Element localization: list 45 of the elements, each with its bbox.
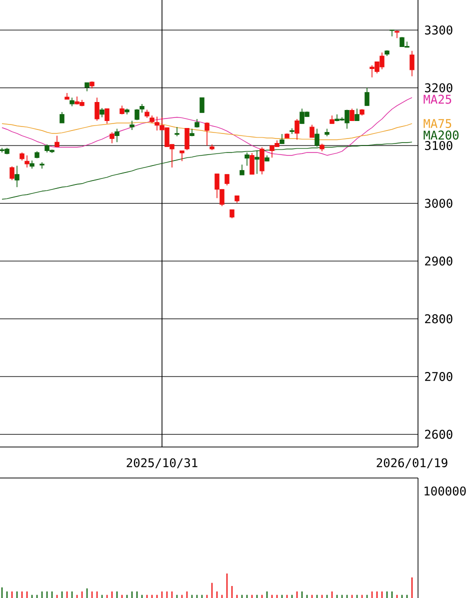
candlestick	[294, 118, 300, 140]
candlestick	[184, 128, 190, 151]
candlestick	[350, 108, 354, 122]
candlestick	[280, 134, 284, 144]
candlestick	[394, 30, 400, 39]
candlestick	[24, 154, 30, 168]
x-tick-label: 2025/10/31	[126, 458, 198, 468]
candlestick	[104, 108, 110, 124]
candlestick	[54, 135, 60, 148]
candlestick	[200, 97, 204, 114]
series-label: MA75	[424, 119, 452, 128]
series-label: MA25	[424, 94, 452, 104]
candlestick	[224, 174, 230, 186]
candlestick	[94, 97, 100, 122]
candlestick	[244, 152, 250, 166]
y-tick-label: 3000	[425, 198, 452, 208]
x-tick-label: 2026/01/19	[376, 458, 448, 468]
y-tick-label: 2700	[425, 372, 452, 382]
y-tick-label: 2600	[425, 430, 452, 439]
candlestick	[310, 124, 314, 138]
candlestick	[174, 126, 180, 137]
y-tick-label: 3100	[425, 140, 452, 150]
candlestick	[410, 50, 414, 77]
candlestick	[240, 164, 244, 176]
candlestick	[60, 112, 64, 124]
candlestick	[114, 128, 120, 142]
y-tick-label: 2800	[425, 314, 452, 324]
candlestick	[130, 120, 134, 130]
series-label: MA200	[424, 130, 459, 140]
candlestick	[364, 87, 370, 106]
text: 100000	[424, 486, 466, 496]
candlestick	[100, 108, 104, 118]
y-tick-label: 3300	[425, 25, 452, 35]
candlestick	[390, 30, 394, 37]
candlestick	[250, 152, 254, 175]
candlestick	[180, 150, 184, 162]
candlestick	[254, 150, 260, 174]
candlestick	[10, 166, 14, 181]
y-tick-label: 3200	[425, 83, 452, 92]
y-tick-label: 2900	[425, 256, 452, 266]
candlestick	[110, 132, 114, 144]
candlestick	[204, 122, 210, 146]
candlestick	[14, 165, 20, 188]
candlestick	[260, 146, 264, 175]
candlestick	[354, 108, 360, 122]
